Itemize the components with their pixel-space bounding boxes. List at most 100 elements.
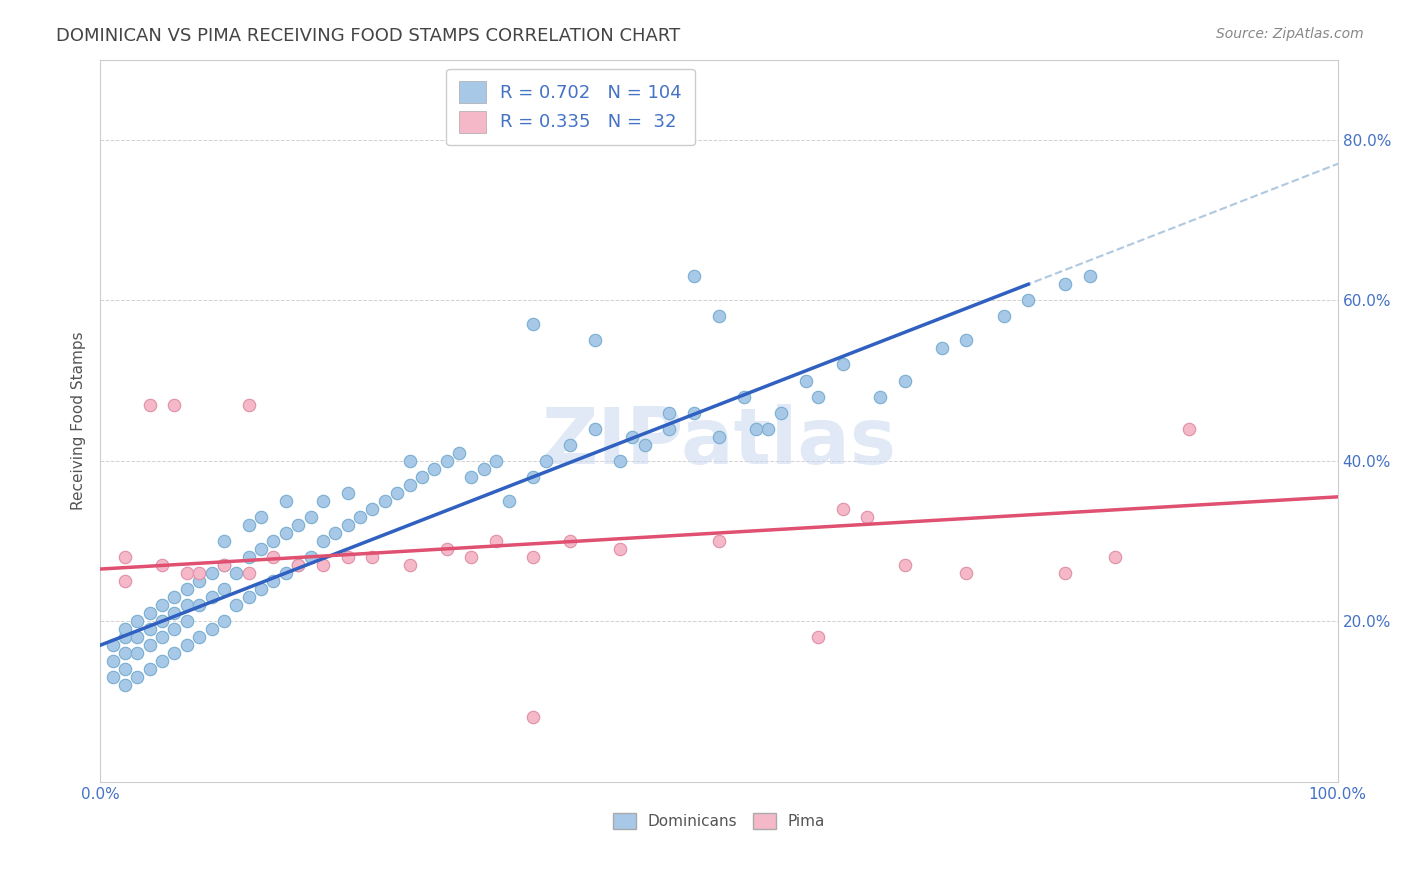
Point: [758, 422, 780, 436]
Point: [831, 501, 853, 516]
Point: [150, 630, 173, 644]
Point: [423, 462, 446, 476]
Point: [212, 614, 235, 628]
Point: [138, 662, 160, 676]
Point: [212, 558, 235, 572]
Point: [312, 533, 335, 548]
Point: [312, 558, 335, 572]
Point: [163, 622, 186, 636]
Point: [658, 422, 681, 436]
Point: [188, 574, 211, 588]
Point: [794, 374, 817, 388]
Point: [807, 630, 830, 644]
Point: [274, 566, 297, 580]
Point: [993, 310, 1015, 324]
Point: [101, 654, 124, 668]
Point: [150, 654, 173, 668]
Point: [176, 566, 198, 580]
Point: [200, 622, 222, 636]
Point: [114, 574, 136, 588]
Point: [176, 582, 198, 596]
Point: [1017, 293, 1039, 308]
Point: [522, 549, 544, 564]
Point: [138, 622, 160, 636]
Point: [101, 670, 124, 684]
Text: Source: ZipAtlas.com: Source: ZipAtlas.com: [1216, 27, 1364, 41]
Point: [398, 454, 420, 468]
Y-axis label: Receiving Food Stamps: Receiving Food Stamps: [72, 331, 86, 510]
Point: [262, 533, 284, 548]
Point: [299, 549, 322, 564]
Point: [238, 549, 260, 564]
Point: [176, 598, 198, 612]
Point: [436, 541, 458, 556]
Point: [633, 438, 655, 452]
Point: [225, 598, 247, 612]
Point: [560, 438, 582, 452]
Point: [769, 406, 792, 420]
Point: [188, 598, 211, 612]
Point: [127, 614, 149, 628]
Point: [250, 541, 273, 556]
Point: [176, 614, 198, 628]
Point: [238, 590, 260, 604]
Point: [150, 598, 173, 612]
Point: [485, 533, 508, 548]
Point: [374, 493, 396, 508]
Text: DOMINICAN VS PIMA RECEIVING FOOD STAMPS CORRELATION CHART: DOMINICAN VS PIMA RECEIVING FOOD STAMPS …: [56, 27, 681, 45]
Point: [262, 574, 284, 588]
Point: [856, 509, 879, 524]
Point: [138, 638, 160, 652]
Point: [1054, 566, 1077, 580]
Point: [893, 374, 915, 388]
Point: [560, 533, 582, 548]
Point: [127, 670, 149, 684]
Point: [188, 566, 211, 580]
Point: [150, 614, 173, 628]
Point: [398, 558, 420, 572]
Point: [238, 517, 260, 532]
Point: [1054, 277, 1077, 292]
Point: [1104, 549, 1126, 564]
Point: [127, 630, 149, 644]
Point: [683, 406, 706, 420]
Point: [238, 566, 260, 580]
Point: [583, 422, 606, 436]
Point: [707, 430, 730, 444]
Point: [472, 462, 495, 476]
Point: [114, 622, 136, 636]
Point: [893, 558, 915, 572]
Point: [287, 517, 309, 532]
Point: [1078, 269, 1101, 284]
Point: [522, 710, 544, 724]
Point: [176, 638, 198, 652]
Point: [609, 454, 631, 468]
Point: [447, 446, 470, 460]
Point: [361, 549, 384, 564]
Point: [336, 517, 359, 532]
Point: [101, 638, 124, 652]
Point: [436, 454, 458, 468]
Point: [869, 390, 891, 404]
Point: [150, 558, 173, 572]
Point: [955, 566, 977, 580]
Point: [609, 541, 631, 556]
Point: [262, 549, 284, 564]
Point: [583, 334, 606, 348]
Point: [460, 470, 482, 484]
Point: [163, 606, 186, 620]
Point: [621, 430, 644, 444]
Point: [163, 398, 186, 412]
Point: [1178, 422, 1201, 436]
Point: [385, 486, 408, 500]
Point: [225, 566, 247, 580]
Point: [188, 630, 211, 644]
Point: [336, 549, 359, 564]
Point: [250, 582, 273, 596]
Point: [349, 509, 371, 524]
Point: [522, 318, 544, 332]
Point: [498, 493, 520, 508]
Point: [127, 646, 149, 660]
Point: [163, 590, 186, 604]
Point: [336, 486, 359, 500]
